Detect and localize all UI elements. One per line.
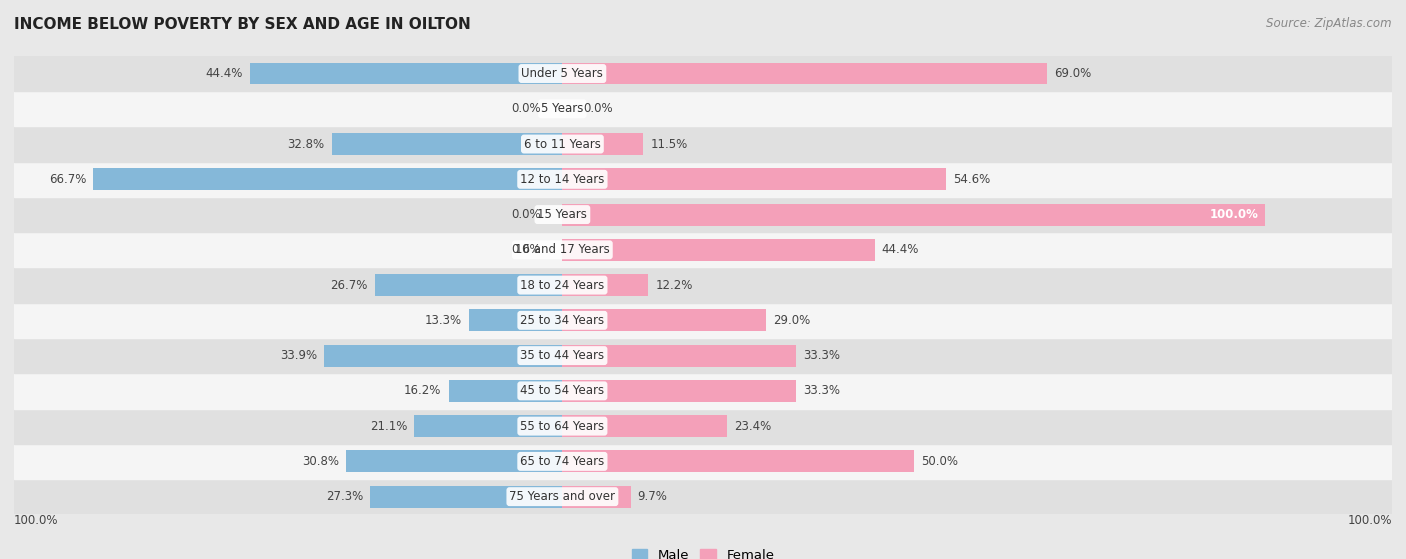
Text: 12.2%: 12.2% xyxy=(655,278,693,292)
Text: 0.0%: 0.0% xyxy=(512,208,541,221)
Text: 100.0%: 100.0% xyxy=(14,514,59,527)
Text: 32.8%: 32.8% xyxy=(288,138,325,150)
Bar xyxy=(14,162,1392,197)
Text: 6 to 11 Years: 6 to 11 Years xyxy=(524,138,600,150)
Bar xyxy=(562,63,1047,84)
Text: 69.0%: 69.0% xyxy=(1054,67,1091,80)
Bar xyxy=(14,409,1392,444)
Text: 0.0%: 0.0% xyxy=(583,102,613,115)
Bar xyxy=(250,63,562,84)
Text: 18 to 24 Years: 18 to 24 Years xyxy=(520,278,605,292)
Bar xyxy=(562,133,643,155)
Text: 30.8%: 30.8% xyxy=(302,455,339,468)
Bar xyxy=(14,338,1392,373)
Bar xyxy=(14,197,1392,232)
Text: 33.9%: 33.9% xyxy=(280,349,316,362)
Text: 27.3%: 27.3% xyxy=(326,490,363,503)
Legend: Male, Female: Male, Female xyxy=(626,544,780,559)
Bar xyxy=(413,415,562,437)
Text: 0.0%: 0.0% xyxy=(512,243,541,257)
Text: 50.0%: 50.0% xyxy=(921,455,957,468)
Bar xyxy=(14,91,1392,126)
Text: 23.4%: 23.4% xyxy=(734,420,770,433)
Text: 65 to 74 Years: 65 to 74 Years xyxy=(520,455,605,468)
Text: 44.4%: 44.4% xyxy=(205,67,243,80)
Text: 33.3%: 33.3% xyxy=(803,385,841,397)
Bar xyxy=(562,274,648,296)
Bar xyxy=(14,373,1392,409)
Bar xyxy=(562,168,946,190)
Text: 55 to 64 Years: 55 to 64 Years xyxy=(520,420,605,433)
Bar xyxy=(562,310,766,331)
Bar xyxy=(562,239,875,260)
Text: Under 5 Years: Under 5 Years xyxy=(522,67,603,80)
Text: 0.0%: 0.0% xyxy=(512,102,541,115)
Text: 16 and 17 Years: 16 and 17 Years xyxy=(515,243,610,257)
Bar xyxy=(562,486,630,508)
Bar xyxy=(14,303,1392,338)
Text: 54.6%: 54.6% xyxy=(953,173,990,186)
Text: 5 Years: 5 Years xyxy=(541,102,583,115)
Text: 35 to 44 Years: 35 to 44 Years xyxy=(520,349,605,362)
Text: 66.7%: 66.7% xyxy=(49,173,86,186)
Bar xyxy=(332,133,562,155)
Text: INCOME BELOW POVERTY BY SEX AND AGE IN OILTON: INCOME BELOW POVERTY BY SEX AND AGE IN O… xyxy=(14,17,471,32)
Text: 33.3%: 33.3% xyxy=(803,349,841,362)
Text: 11.5%: 11.5% xyxy=(650,138,688,150)
Bar xyxy=(93,168,562,190)
Bar xyxy=(562,380,796,402)
Bar xyxy=(370,486,562,508)
Bar xyxy=(14,56,1392,91)
Bar xyxy=(449,380,562,402)
Text: 100.0%: 100.0% xyxy=(1347,514,1392,527)
Text: 29.0%: 29.0% xyxy=(773,314,810,327)
Bar xyxy=(562,345,796,367)
Text: 9.7%: 9.7% xyxy=(637,490,668,503)
Bar xyxy=(323,345,562,367)
Text: 16.2%: 16.2% xyxy=(404,385,441,397)
Bar xyxy=(14,444,1392,479)
Text: 26.7%: 26.7% xyxy=(330,278,367,292)
Bar xyxy=(374,274,562,296)
Bar xyxy=(562,203,1265,225)
Bar xyxy=(14,126,1392,162)
Text: 44.4%: 44.4% xyxy=(882,243,920,257)
Bar xyxy=(14,479,1392,514)
Text: 75 Years and over: 75 Years and over xyxy=(509,490,616,503)
Text: 25 to 34 Years: 25 to 34 Years xyxy=(520,314,605,327)
Text: 13.3%: 13.3% xyxy=(425,314,461,327)
Text: 21.1%: 21.1% xyxy=(370,420,406,433)
Text: Source: ZipAtlas.com: Source: ZipAtlas.com xyxy=(1267,17,1392,30)
Bar xyxy=(468,310,562,331)
Bar xyxy=(562,451,914,472)
Bar xyxy=(562,415,727,437)
Text: 15 Years: 15 Years xyxy=(537,208,588,221)
Bar xyxy=(14,232,1392,267)
Text: 100.0%: 100.0% xyxy=(1209,208,1258,221)
Text: 12 to 14 Years: 12 to 14 Years xyxy=(520,173,605,186)
Bar xyxy=(346,451,562,472)
Text: 45 to 54 Years: 45 to 54 Years xyxy=(520,385,605,397)
Bar xyxy=(14,267,1392,303)
